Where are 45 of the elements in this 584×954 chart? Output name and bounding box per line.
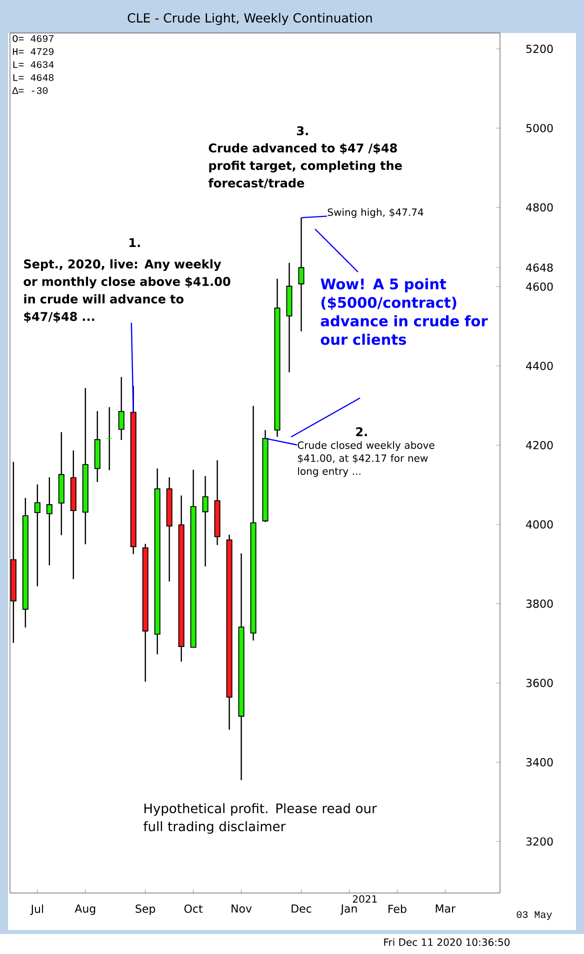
x-tick-label: Nov — [232, 904, 252, 913]
y-tick-label: 3600 — [526, 678, 553, 688]
annotation: Wow! A 5 point ($5000/contract) advance in crude for our clients — [320, 278, 488, 345]
annotation: Swing high, $47.74 — [328, 208, 424, 218]
y-tick-label: 3800 — [526, 600, 553, 608]
annotation: 2. — [356, 427, 367, 436]
y-tick-label: 4400 — [526, 362, 553, 370]
x-tick-label: Jul — [30, 904, 44, 916]
annotation: 1. — [130, 238, 140, 247]
x-tick-label: Aug — [74, 904, 96, 915]
y-tick-label: 4800 — [526, 203, 553, 212]
y-tick-label: 4600 — [526, 282, 553, 291]
annotation: H= 4729 — [12, 48, 54, 55]
text: Fri Dec 11 2020 10:36:50 — [384, 938, 510, 946]
annotation: L= 4634 — [13, 61, 54, 68]
candlestick — [106, 406, 112, 471]
x-tick-label: Oct — [184, 904, 203, 913]
candlestick — [118, 376, 124, 441]
annotation: L= 4648 — [13, 74, 54, 81]
x-tick-label: Jan — [340, 904, 357, 915]
candlestick — [298, 217, 304, 332]
annotation: Sept., 2020, live: Any weekly or monthly close above $41.00 in crude will advance to $47/$48 ... — [24, 259, 230, 323]
x-tick-label: Sep — [136, 904, 156, 915]
x-tick-label: Feb — [388, 904, 406, 914]
text: 2021 — [352, 895, 377, 903]
x-tick-label: Dec — [292, 904, 312, 913]
y-tick-label: 4000 — [526, 520, 553, 529]
x-tick-label: Mar — [436, 904, 456, 913]
candlestick — [202, 475, 208, 568]
y-tick-label: 4648 — [526, 263, 553, 272]
chart-title: CLE - Crude Light, Weekly Continuation — [128, 12, 372, 26]
annotation: 3. — [297, 126, 308, 136]
annotation: Δ= -30 — [12, 87, 48, 94]
candlestick — [46, 476, 52, 566]
annotation: O= 4697 — [12, 35, 54, 42]
candlestick — [34, 484, 40, 587]
y-tick-label: 4200 — [526, 441, 553, 450]
y-tick-label: 3400 — [526, 758, 553, 766]
annotation: Crude advanced to $47 /$48 profit target, completing the forecast/trade — [208, 143, 402, 188]
annotation: Crude closed weekly above $41.00, at $42.17 for new long entry ... — [298, 441, 434, 477]
text: 03 May — [516, 911, 552, 920]
y-tick-label: 5200 — [526, 44, 553, 54]
y-tick-label: 3200 — [526, 837, 553, 846]
y-tick-label: 5000 — [526, 124, 553, 132]
annotation: Hypothetical profit. Please read our full trading disclaimer — [144, 803, 377, 834]
